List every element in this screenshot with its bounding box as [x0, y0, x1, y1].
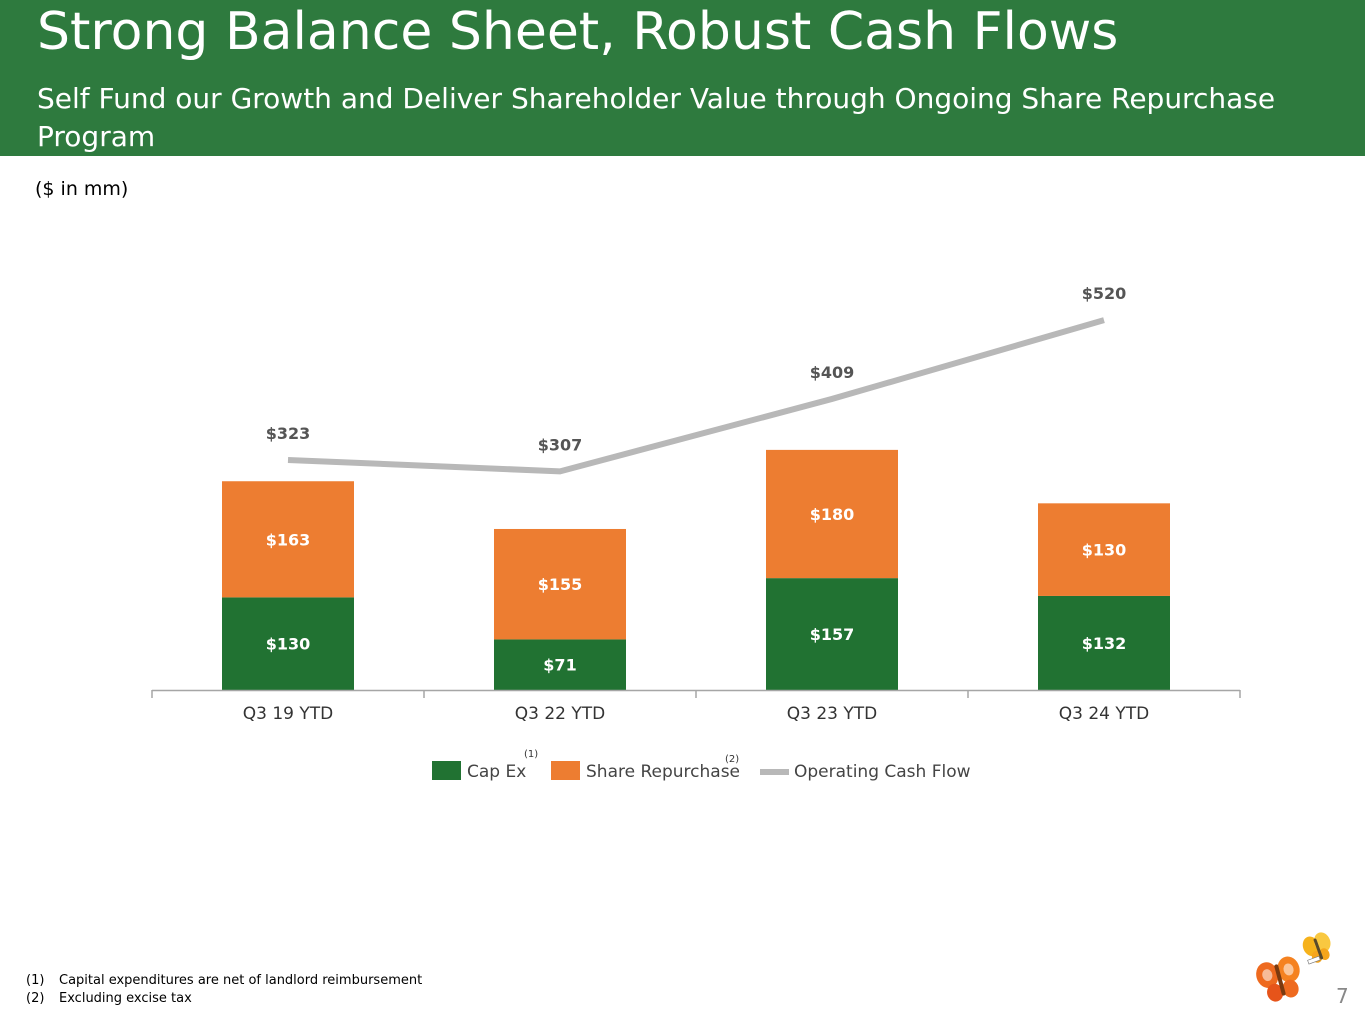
- share-repurchase-data-label: $163: [266, 530, 311, 549]
- x-tick-label: Q3 22 YTD: [515, 704, 606, 724]
- header-banner: Strong Balance Sheet, Robust Cash Flows …: [0, 0, 1365, 156]
- cap-ex-data-label: $71: [543, 656, 576, 675]
- share-repurchase-data-label: $130: [1082, 541, 1127, 560]
- legend-share-repurchase-footnote: (2): [725, 754, 739, 765]
- legend-cap-ex-footnote: (1): [524, 749, 538, 760]
- legend-cap-ex-swatch: [432, 761, 461, 780]
- footnote-number: (2): [26, 991, 45, 1006]
- footnote-2: (2) Excluding excise tax: [26, 990, 422, 1008]
- operating-cash-flow-data-label: $409: [810, 363, 855, 382]
- share-repurchase-data-label: $155: [538, 575, 583, 594]
- operating-cash-flow-data-label: $323: [266, 424, 311, 443]
- footnote-1: (1) Capital expenditures are net of landl…: [26, 972, 422, 990]
- cap-ex-data-label: $132: [1082, 634, 1127, 653]
- legend-operating-cash-flow-label: Operating Cash Flow: [794, 762, 971, 782]
- footnote-text: Capital expenditures are net of landlord…: [59, 973, 423, 988]
- cap-ex-data-label: $157: [810, 625, 855, 644]
- cap-ex-data-label: $130: [266, 635, 311, 654]
- share-repurchase-data-label: $180: [810, 505, 855, 524]
- operating-cash-flow-data-label: $307: [538, 435, 583, 454]
- x-tick-label: Q3 23 YTD: [787, 704, 878, 724]
- share-repurchase-bar: [1038, 503, 1170, 596]
- cap-ex-bar: [494, 639, 626, 690]
- legend-cap-ex-label: Cap Ex: [467, 762, 526, 782]
- legend-share-repurchase-swatch: [551, 761, 580, 780]
- page-subtitle: Self Fund our Growth and Deliver Shareho…: [37, 82, 1276, 153]
- footnote-number: (1): [26, 973, 45, 988]
- share-repurchase-bar: [766, 449, 898, 579]
- butterfly-logo-icon: [1256, 932, 1331, 1002]
- operating-cash-flow-line: [287, 317, 1105, 475]
- page-title: Strong Balance Sheet, Robust Cash Flows: [37, 2, 1119, 62]
- cap-ex-bar: [222, 597, 354, 690]
- x-tick-label: Q3 19 YTD: [243, 704, 334, 724]
- cap-ex-bar: [1038, 595, 1170, 690]
- footnotes: (1) Capital expenditures are net of landl…: [26, 972, 422, 1008]
- share-repurchase-bar: [222, 481, 354, 598]
- cap-ex-bar: [766, 578, 898, 690]
- share-repurchase-bar: [494, 528, 626, 640]
- units-note: ($ in mm): [35, 178, 129, 200]
- page-number: 7: [1336, 984, 1349, 1008]
- legend-share-repurchase-label: Share Repurchase: [586, 762, 740, 782]
- operating-cash-flow-data-label: $520: [1082, 284, 1127, 303]
- footnote-text: Excluding excise tax: [59, 991, 192, 1006]
- x-tick-label: Q3 24 YTD: [1059, 704, 1150, 724]
